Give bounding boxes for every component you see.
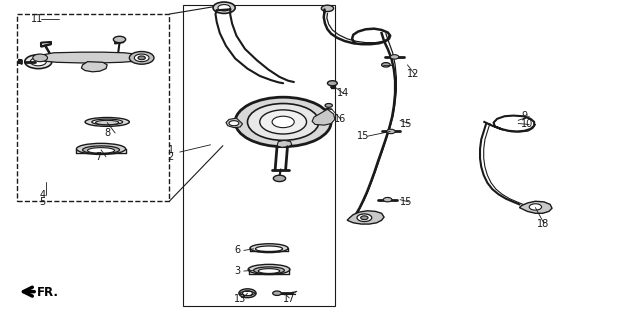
Circle shape <box>129 52 154 64</box>
Polygon shape <box>347 211 384 224</box>
Polygon shape <box>277 140 292 147</box>
Circle shape <box>529 204 541 210</box>
Text: 15: 15 <box>400 197 412 207</box>
Circle shape <box>218 4 231 11</box>
Text: 14: 14 <box>337 88 349 98</box>
Ellipse shape <box>258 269 280 273</box>
Ellipse shape <box>248 264 290 275</box>
Bar <box>183 4 336 306</box>
Text: FR.: FR. <box>37 286 59 299</box>
Circle shape <box>33 54 48 62</box>
Ellipse shape <box>253 267 284 274</box>
Ellipse shape <box>96 120 119 125</box>
Text: 4: 4 <box>40 190 46 200</box>
Text: 9: 9 <box>521 111 527 121</box>
Circle shape <box>239 289 256 298</box>
Polygon shape <box>519 201 552 213</box>
Text: 12: 12 <box>407 69 420 79</box>
Circle shape <box>235 97 331 147</box>
Circle shape <box>321 5 334 12</box>
Text: 1: 1 <box>167 146 174 156</box>
Text: 18: 18 <box>536 219 549 229</box>
Circle shape <box>247 104 319 140</box>
Circle shape <box>113 36 125 43</box>
Text: 15: 15 <box>357 131 370 141</box>
Ellipse shape <box>77 143 125 155</box>
Text: 10: 10 <box>521 118 533 129</box>
Ellipse shape <box>85 117 129 126</box>
Circle shape <box>242 291 252 296</box>
Ellipse shape <box>88 148 114 153</box>
Circle shape <box>260 110 307 134</box>
Circle shape <box>229 121 239 126</box>
Circle shape <box>328 81 337 86</box>
Text: 15: 15 <box>400 118 412 129</box>
Circle shape <box>273 175 286 181</box>
Ellipse shape <box>83 146 119 154</box>
Text: 8: 8 <box>104 128 111 138</box>
Circle shape <box>390 55 399 59</box>
Circle shape <box>25 55 52 68</box>
Circle shape <box>273 291 281 295</box>
Circle shape <box>134 54 149 62</box>
Circle shape <box>30 58 46 66</box>
Text: 6: 6 <box>234 245 240 255</box>
Text: 17: 17 <box>283 294 295 304</box>
Polygon shape <box>226 118 242 128</box>
Text: 5: 5 <box>40 197 46 207</box>
Circle shape <box>383 197 392 202</box>
Text: 2: 2 <box>167 152 174 163</box>
Ellipse shape <box>255 246 282 252</box>
Circle shape <box>387 129 395 134</box>
Circle shape <box>325 104 332 107</box>
Bar <box>17 14 169 201</box>
Circle shape <box>361 216 368 220</box>
Text: 13: 13 <box>234 294 246 304</box>
Circle shape <box>138 56 145 60</box>
Polygon shape <box>82 62 107 72</box>
Text: 7: 7 <box>95 152 101 162</box>
Ellipse shape <box>250 244 288 252</box>
Polygon shape <box>35 52 144 63</box>
Text: 11: 11 <box>31 14 43 24</box>
Text: 3: 3 <box>234 266 240 276</box>
Circle shape <box>357 214 372 221</box>
Text: 16: 16 <box>334 114 346 124</box>
Polygon shape <box>312 109 335 125</box>
Circle shape <box>381 63 390 67</box>
Ellipse shape <box>92 119 122 125</box>
Circle shape <box>272 116 294 128</box>
Circle shape <box>213 2 235 13</box>
